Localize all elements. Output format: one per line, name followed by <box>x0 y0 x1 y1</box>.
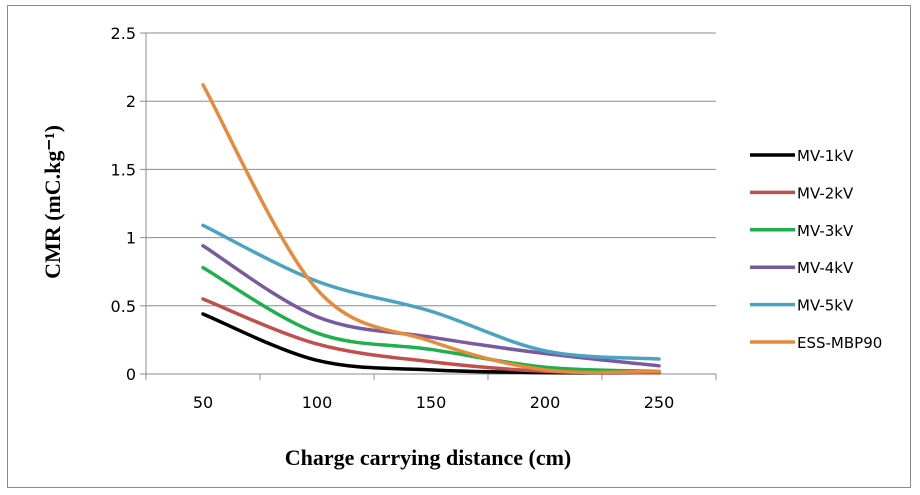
x-tick-label: 100 <box>302 393 333 412</box>
series-line-mv-1kv <box>201 312 661 375</box>
y-tick-label: 1 <box>126 229 136 248</box>
legend-label: MV-2kV <box>797 184 854 202</box>
chart-frame <box>7 5 911 488</box>
y-tick-label: 1.5 <box>111 160 136 179</box>
legend-label: MV-3kV <box>797 222 854 240</box>
tick-labels: 0 0.5 1 1.5 2 2.5 50 100 150 200 250 <box>111 24 675 412</box>
series-lines <box>201 83 661 375</box>
x-tick-label: 200 <box>530 393 561 412</box>
legend-label: MV-5kV <box>797 297 854 315</box>
series-line-mv-3kv <box>201 265 661 374</box>
y-tick-label: 0.5 <box>111 297 136 316</box>
series-line-mv-4kv <box>201 244 661 368</box>
y-axis-title: CMR (mC.kg⁻¹) <box>40 125 65 279</box>
y-tick-label: 0 <box>126 365 136 384</box>
legend-label: MV-1kV <box>797 147 854 165</box>
x-axis-title: Charge carrying distance (cm) <box>285 445 572 470</box>
x-tick-label: 50 <box>193 393 213 412</box>
series-line-ess-mbp90 <box>201 83 661 375</box>
legend-label: ESS-MBP90 <box>797 334 882 352</box>
legend-label: MV-4kV <box>797 259 854 277</box>
y-tick-label: 2.5 <box>111 24 136 43</box>
y-tick-label: 2 <box>126 92 136 111</box>
x-tick-label: 250 <box>644 393 675 412</box>
axes <box>140 32 717 380</box>
series-line-mv-5kv <box>201 223 661 361</box>
legend: MV-1kV MV-2kV MV-3kV MV-4kV MV-5kV ESS-MBP90 <box>750 147 882 352</box>
x-tick-label: 150 <box>416 393 447 412</box>
grid-lines <box>146 32 716 307</box>
